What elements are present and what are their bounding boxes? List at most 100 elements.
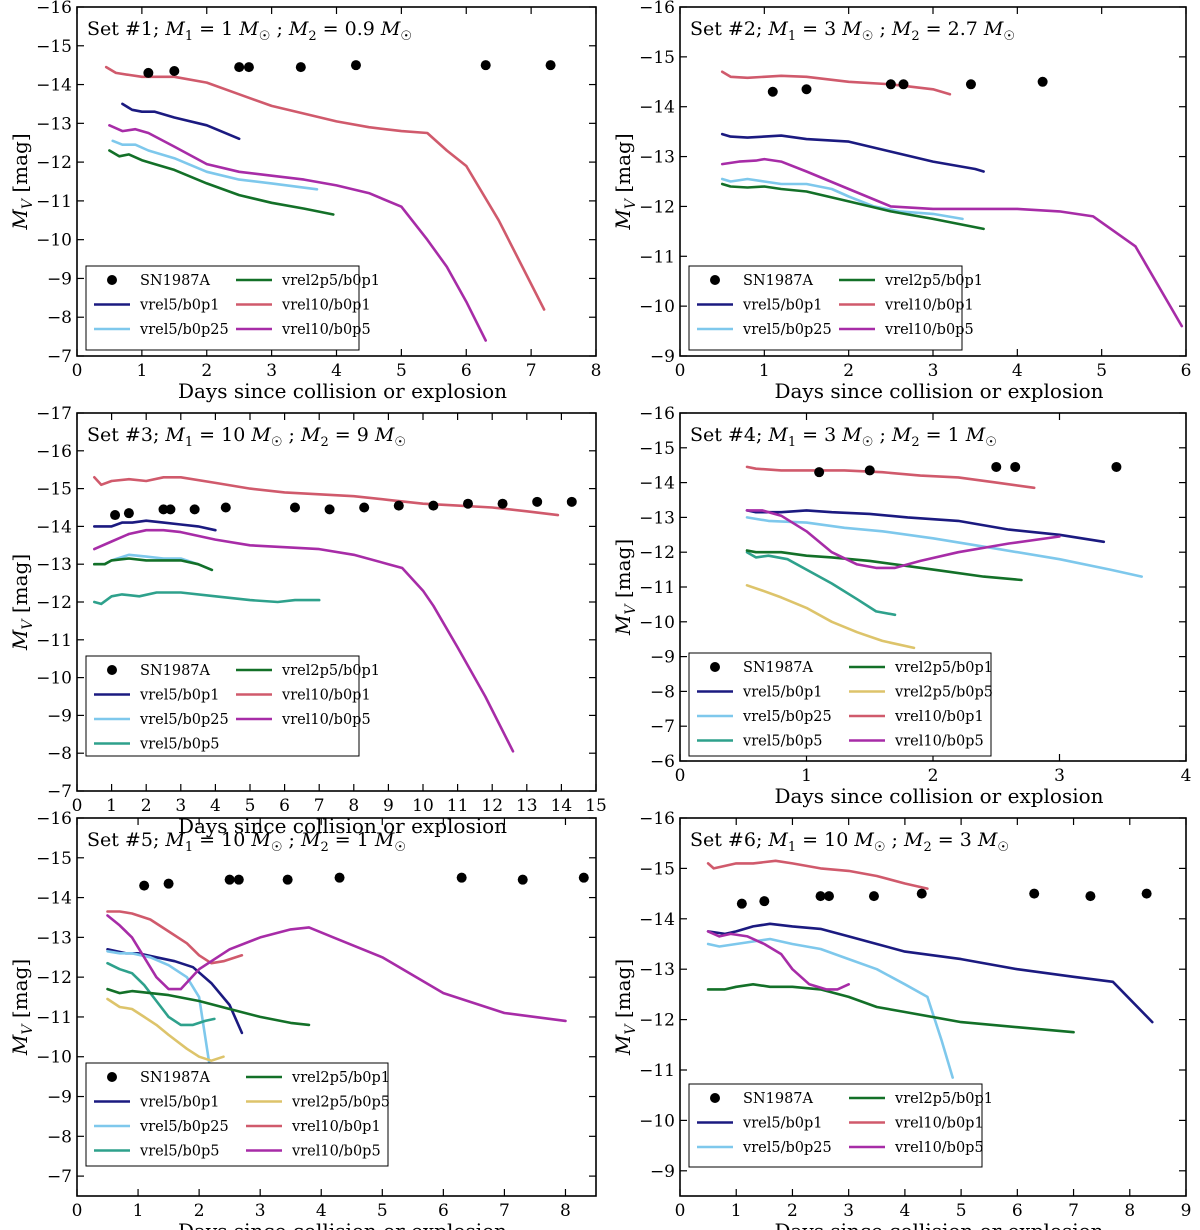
- series-line-vrel10-b0p5: [93, 528, 515, 753]
- y-axis-label: MV [mag]: [611, 133, 639, 230]
- x-axis-label: Days since collision or explosion: [178, 1219, 507, 1230]
- y-tick-label: −15: [639, 48, 675, 68]
- y-tick-label: −12: [36, 968, 72, 988]
- x-tick-label: 1: [106, 796, 117, 816]
- sn1987a-point: [110, 510, 121, 521]
- legend-box: [688, 652, 992, 757]
- sn1987a-point: [428, 500, 439, 511]
- series-line-vrel5-b0p25: [720, 177, 964, 221]
- panel-title: Set #6; M1 = 10 M☉ ; M2 = 3 M☉: [690, 829, 1009, 855]
- x-tick-label: 1: [136, 361, 147, 381]
- legend-label: vrel2p5/b0p1: [291, 1070, 390, 1086]
- y-tick-label: −7: [47, 347, 72, 367]
- sn1987a-point: [898, 79, 909, 90]
- legend-label: vrel5/b0p25: [139, 322, 229, 338]
- sn1987a-point: [864, 465, 875, 476]
- sn1987a-point: [823, 891, 834, 902]
- y-tick-label: −15: [36, 37, 72, 57]
- legend-label: vrel10/b0p5: [894, 734, 984, 750]
- sn1987a-point: [991, 461, 1002, 472]
- series-group: [104, 60, 556, 342]
- series-line-vrel2p5-b0p1: [706, 982, 1075, 1034]
- series-line-vrel2p5-b0p1: [720, 182, 985, 231]
- series-line-vrel5-b0p5: [745, 550, 897, 617]
- sn1987a-point: [393, 500, 404, 511]
- y-tick-label: −13: [36, 114, 72, 134]
- panel-title: Set #2; M1 = 3 M☉ ; M2 = 2.7 M☉: [690, 18, 1015, 44]
- sn1987a-point: [815, 891, 826, 902]
- legend-label: vrel10/b0p1: [894, 709, 984, 725]
- panel-6: 0 1 2 3 4 5 6 7 8 9 −9 −10 −11 −12 −13 −14 −15 −16 Days si…: [611, 809, 1191, 1230]
- legend-label: vrel10/b0p5: [281, 322, 371, 338]
- sn1987a-point: [143, 67, 154, 78]
- sn1987a-point: [1010, 461, 1021, 472]
- sn1987a-point: [359, 502, 370, 513]
- legend-label: vrel2p5/b0p5: [894, 685, 993, 701]
- legend-label: SN1987A: [140, 273, 211, 289]
- x-tick-label: 5: [377, 1201, 388, 1221]
- x-tick-label: 12: [481, 796, 503, 816]
- legend-label: SN1987A: [743, 273, 814, 289]
- y-tick-label: −16: [639, 0, 675, 18]
- x-tick-label: 4: [1181, 766, 1192, 786]
- sn1987a-point: [578, 872, 589, 883]
- legend-label: vrel5/b0p1: [139, 298, 219, 314]
- sn1987a-point: [801, 84, 812, 95]
- panel-5: 0 1 2 3 4 5 6 7 8 −7 −8 −9 −10 −11 −12 −13 −14 −15 −16 Days…: [8, 809, 597, 1230]
- x-tick-label: 0: [72, 361, 83, 381]
- y-tick-label: −13: [639, 148, 675, 168]
- y-tick-label: −12: [36, 153, 72, 173]
- legend-box: [688, 265, 963, 351]
- sn1987a-point: [480, 60, 491, 71]
- legend-marker: [107, 1072, 117, 1082]
- series-line-vrel5-b0p5: [93, 591, 321, 606]
- x-tick-label: 14: [551, 796, 573, 816]
- sn1987a-point: [532, 496, 543, 507]
- legend-label: vrel5/b0p5: [139, 1144, 219, 1160]
- y-tick-label: −12: [639, 197, 675, 217]
- y-tick-label: −11: [36, 192, 72, 212]
- legend-label: vrel10/b0p5: [291, 1144, 381, 1160]
- legend-label: SN1987A: [140, 663, 211, 679]
- y-axis-label: MV [mag]: [611, 539, 639, 636]
- y-tick-label: −8: [47, 308, 72, 328]
- series-group: [745, 461, 1143, 650]
- sn1987a-point: [123, 508, 134, 519]
- legend-box: [688, 1083, 983, 1168]
- sn1987a-point: [462, 498, 473, 509]
- series-line-vrel2p5-b0p1: [106, 987, 311, 1027]
- series-line-vrel10-b0p1: [106, 910, 244, 965]
- x-tick-label: 1: [731, 1201, 742, 1221]
- series-line-vrel10-b0p1: [104, 65, 546, 311]
- legend-label: SN1987A: [743, 660, 814, 676]
- series-line-vrel5-b0p1: [93, 519, 217, 532]
- y-tick-label: −8: [47, 1127, 72, 1147]
- sn1987a-point: [736, 898, 747, 909]
- legend: SN1987A vrel5/b0p1 vrel5/b0p25 vrel5/b0p5 vr…: [688, 652, 993, 757]
- y-tick-label: −9: [47, 269, 72, 289]
- legend-box: [85, 265, 360, 351]
- legend-label: vrel10/b0p1: [281, 298, 371, 314]
- sn1987a-point: [885, 79, 896, 90]
- x-tick-label: 7: [1068, 1201, 1079, 1221]
- x-tick-label: 3: [928, 361, 939, 381]
- sn1987a-point: [233, 874, 244, 885]
- legend-label: vrel5/b0p25: [742, 1140, 832, 1156]
- y-tick-label: −13: [639, 508, 675, 528]
- series-line-vrel10-b0p5: [745, 509, 1061, 570]
- legend-label: vrel2p5/b0p1: [894, 1091, 993, 1107]
- x-axis-label: Days since collision or explosion: [178, 379, 507, 403]
- x-tick-label: 1: [801, 766, 812, 786]
- legend-label: vrel5/b0p5: [139, 737, 219, 753]
- legend-marker: [107, 275, 117, 285]
- legend-label: vrel2p5/b0p1: [894, 660, 993, 676]
- sn1987a-point: [324, 504, 335, 515]
- sn1987a-point: [517, 874, 528, 885]
- sn1987a-point: [1111, 461, 1122, 472]
- sn1987a-point: [566, 496, 577, 507]
- y-tick-label: −7: [650, 717, 675, 737]
- sn1987a-point: [243, 62, 254, 73]
- y-tick-label: −14: [36, 517, 72, 537]
- legend-label: vrel2p5/b0p5: [291, 1095, 390, 1111]
- panel-4: 0 1 2 3 4 −6 −7 −8 −9 −10 −11 −12 −13 −14 −15 −16 Days s…: [611, 404, 1191, 808]
